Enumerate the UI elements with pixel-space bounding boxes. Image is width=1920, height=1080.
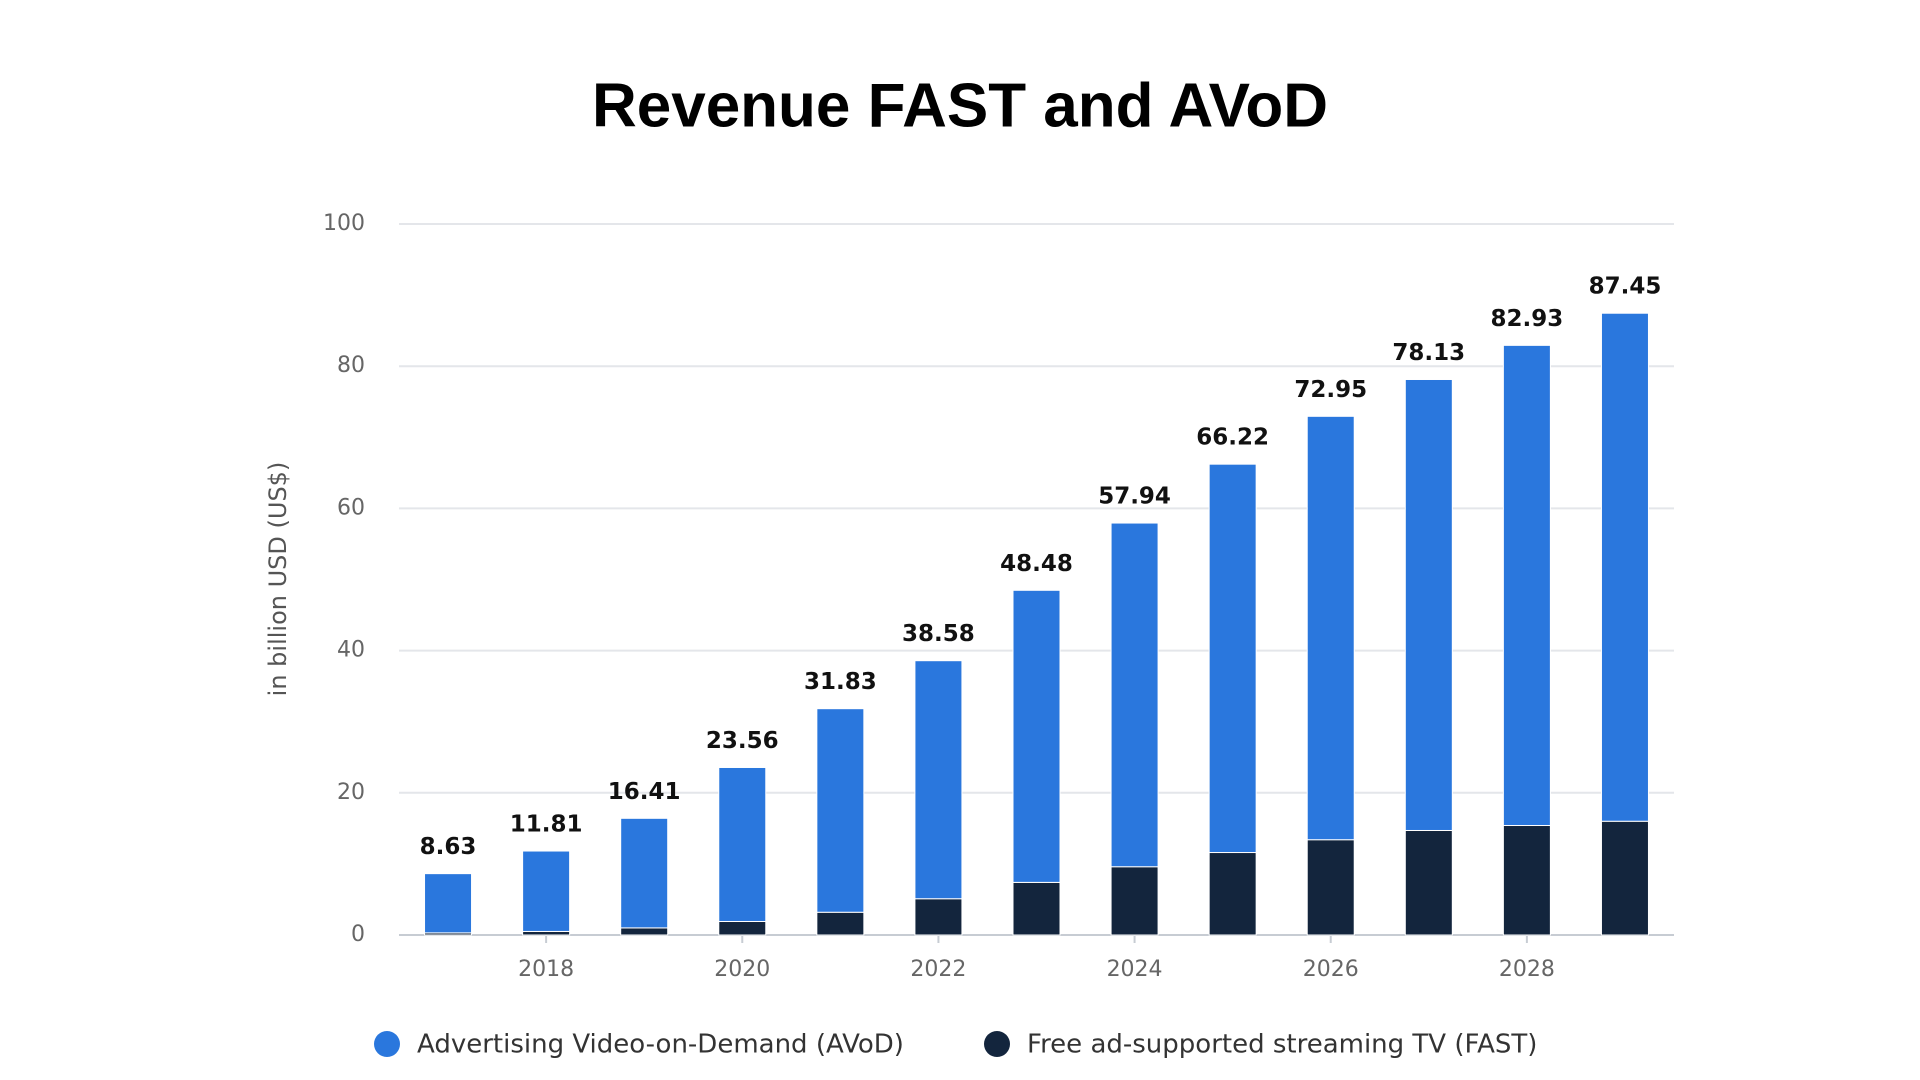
bar-segment: [522, 930, 571, 936]
bar-segment: [424, 873, 473, 934]
bar-segment: [1110, 522, 1159, 868]
bar-segment: [914, 660, 963, 900]
total-label: 57.94: [1098, 484, 1171, 510]
legend-marker: [374, 1031, 400, 1057]
y-tick-label: 40: [337, 638, 365, 663]
x-tick-label: 2018: [518, 957, 574, 982]
bar-segment: [1306, 415, 1355, 841]
legend-label: Free ad-supported streaming TV (FAST): [1027, 1030, 1537, 1060]
bar-segment: [816, 708, 865, 913]
legend-marker: [984, 1031, 1010, 1057]
bar-segment: [1306, 839, 1355, 936]
x-tick-label: 2020: [714, 957, 770, 982]
legend-label: Advertising Video-on-Demand (AVoD): [417, 1030, 904, 1060]
x-tick-label: 2026: [1303, 957, 1359, 982]
chart-title: Revenue FAST and AVoD: [592, 71, 1328, 140]
bar-segment: [620, 927, 669, 936]
bar-segment: [816, 911, 865, 936]
x-tick-label: 2024: [1107, 957, 1163, 982]
y-tick-label: 60: [337, 495, 365, 520]
y-tick-label: 80: [337, 353, 365, 378]
total-label: 78.13: [1392, 340, 1465, 366]
y-axis-label: in billion USD (US$): [264, 462, 292, 697]
total-label: 66.22: [1196, 425, 1269, 451]
bar-segment: [718, 920, 767, 936]
bar-segment: [620, 817, 669, 929]
x-tick-label: 2022: [910, 957, 966, 982]
y-tick-label: 20: [337, 780, 365, 805]
total-label: 23.56: [706, 728, 779, 754]
y-tick-label: 100: [323, 211, 365, 236]
total-label: 82.93: [1491, 306, 1564, 332]
bar-segment: [1208, 852, 1257, 936]
total-label: 11.81: [510, 812, 583, 838]
total-label: 72.95: [1294, 377, 1367, 403]
bar-segment: [1012, 881, 1061, 936]
bar-segment: [1404, 829, 1453, 936]
bar-segment: [1208, 463, 1257, 854]
bar-segment: [1110, 866, 1159, 936]
bar-segment: [1502, 825, 1551, 936]
total-label: 8.63: [420, 834, 477, 860]
total-label: 87.45: [1589, 274, 1662, 300]
bar-segment: [914, 898, 963, 936]
bar-segment: [1012, 589, 1061, 883]
bar-segment: [1502, 344, 1551, 827]
x-tick-label: 2028: [1499, 957, 1555, 982]
total-label: 31.83: [804, 669, 877, 695]
total-label: 48.48: [1000, 551, 1073, 577]
bar-segment: [1600, 312, 1649, 822]
total-label: 38.58: [902, 621, 975, 647]
bar-segment: [522, 850, 571, 932]
bar-segment: [1600, 820, 1649, 936]
total-label: 16.41: [608, 779, 681, 805]
bar-segment: [1404, 378, 1453, 831]
bar-segment: [718, 766, 767, 922]
y-tick-label: 0: [351, 922, 365, 947]
